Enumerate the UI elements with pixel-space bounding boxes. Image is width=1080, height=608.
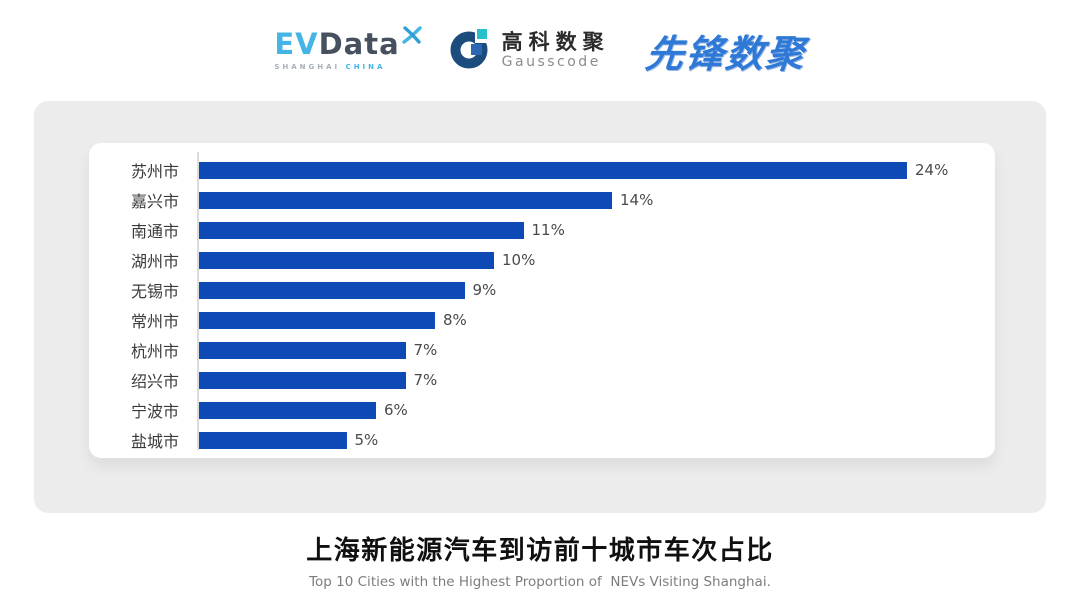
evdata-logo: EVData SHANGHAI CHINA <box>274 25 422 71</box>
bar-category-label: 宁波市 <box>130 402 179 421</box>
evdata-data-text: Data <box>318 26 400 61</box>
chart-row: 宁波市 6% <box>89 395 995 425</box>
bar-chart: 苏州市 24% 嘉兴市 14% 南通市 11% 湖州市 10% 无锡市 9% 常州市 8% 杭州市 7% 绍… <box>89 143 995 458</box>
bar <box>199 251 494 269</box>
bar-category-label: 无锡市 <box>130 282 179 301</box>
bar <box>199 371 406 389</box>
bar <box>199 281 465 299</box>
y-axis-line <box>197 152 199 450</box>
evdata-ev-text: EV <box>274 26 319 61</box>
chart-row: 绍兴市 7% <box>89 365 995 395</box>
bar-value-label: 7% <box>413 341 438 359</box>
evdata-subtitle: SHANGHAI CHINA <box>274 63 399 71</box>
chart-card: 苏州市 24% 嘉兴市 14% 南通市 11% 湖州市 10% 无锡市 9% 常州市 8% 杭州市 7% 绍… <box>34 101 1046 513</box>
bar-category-label: 嘉兴市 <box>130 192 179 211</box>
bar-value-label: 24% <box>915 161 949 179</box>
crossed-leaves-icon <box>401 20 422 49</box>
chart-row: 杭州市 7% <box>89 335 995 365</box>
chart-subtitle: Top 10 Cities with the Highest Proportio… <box>309 574 771 590</box>
bar-category-label: 盐城市 <box>130 432 179 451</box>
bar <box>199 401 376 419</box>
gausscode-ring-icon <box>450 26 492 74</box>
bar-category-label: 苏州市 <box>130 162 179 181</box>
bar <box>199 221 524 239</box>
bar-category-label: 绍兴市 <box>130 372 179 391</box>
chart-row: 无锡市 9% <box>89 275 995 305</box>
gausscode-logo: 高科数聚 Gausscode <box>450 26 610 74</box>
bar-value-label: 9% <box>472 281 497 299</box>
bar <box>199 341 406 359</box>
evdata-subtitle-shanghai: SHANGHAI <box>274 62 341 71</box>
bar-value-label: 14% <box>620 191 654 209</box>
footer: 上海新能源汽车到访前十城市车次占比 Top 10 Cities with the… <box>0 530 1080 590</box>
chart-row: 盐城市 5% <box>89 425 995 455</box>
header-logos: EVData SHANGHAI CHINA <box>0 0 1080 100</box>
chart-panel: 苏州市 24% 嘉兴市 14% 南通市 11% 湖州市 10% 无锡市 9% 常州市 8% 杭州市 7% 绍… <box>89 143 995 458</box>
bar <box>199 311 435 329</box>
bar <box>199 191 612 209</box>
bar-value-label: 6% <box>384 401 408 419</box>
bar <box>199 431 347 449</box>
bar-category-label: 杭州市 <box>130 342 179 361</box>
chart-row: 常州市 8% <box>89 305 995 335</box>
evdata-wordmark: EVData <box>274 25 422 61</box>
gausscode-english-name: Gausscode <box>501 54 601 71</box>
bar-category-label: 湖州市 <box>130 252 179 271</box>
evdata-subtitle-china: CHINA <box>345 62 386 71</box>
chart-row: 南通市 11% <box>89 215 995 245</box>
pioneer-data-logo: 先锋数聚 <box>642 31 808 76</box>
chart-title: 上海新能源汽车到访前十城市车次占比 <box>306 536 774 566</box>
bar-category-label: 常州市 <box>130 312 179 331</box>
bar-value-label: 10% <box>502 251 536 269</box>
gausscode-wordmark: 高科数聚 Gausscode <box>502 30 610 70</box>
bar <box>199 161 907 179</box>
gausscode-chinese-name: 高科数聚 <box>501 29 610 54</box>
chart-row: 嘉兴市 14% <box>89 185 995 215</box>
bar-value-label: 8% <box>443 311 467 329</box>
bar-value-label: 5% <box>354 431 379 449</box>
bar-value-label: 7% <box>413 371 438 389</box>
chart-row: 苏州市 24% <box>89 155 995 185</box>
bar-category-label: 南通市 <box>130 222 179 241</box>
chart-rows: 苏州市 24% 嘉兴市 14% 南通市 11% 湖州市 10% 无锡市 9% 常州市 8% 杭州市 7% 绍… <box>89 155 995 455</box>
chart-row: 湖州市 10% <box>89 245 995 275</box>
bar-value-label: 11% <box>531 221 565 239</box>
